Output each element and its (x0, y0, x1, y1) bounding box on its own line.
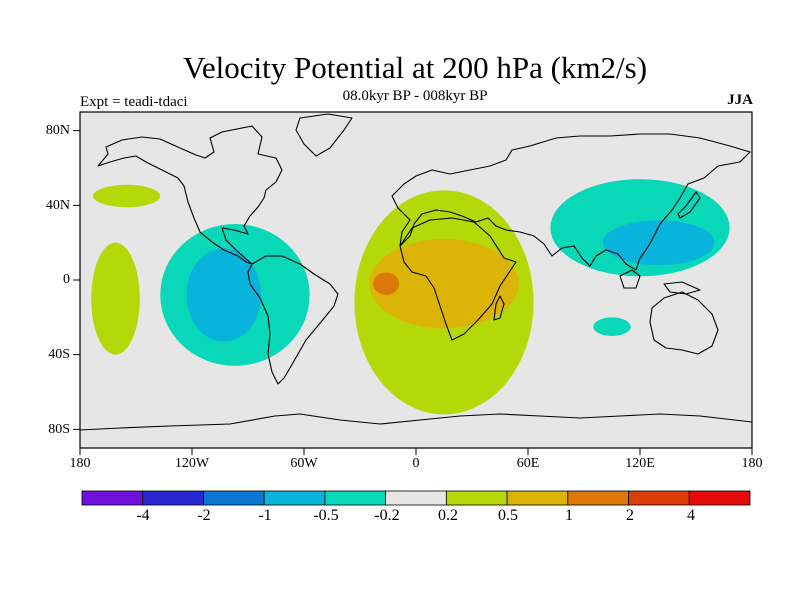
lon-tick-label: 120E (625, 456, 655, 471)
anomaly-north-pacific-positive (93, 184, 161, 208)
lon-tick-label: 60E (516, 456, 540, 471)
coast-south-america (247, 255, 339, 385)
anomaly-fields (91, 179, 730, 415)
chart-subtitle: 08.0kyr BP - 008kyr BP (342, 88, 488, 104)
colorbar-swatch (263, 490, 326, 506)
coastlines (80, 113, 752, 431)
colorbar-label: 0.2 (438, 507, 458, 524)
colorbar-swatch (567, 490, 629, 506)
lon-tick-label: 60W (290, 456, 318, 471)
colorbar-label: 2 (626, 507, 634, 524)
coast-africa (399, 217, 517, 341)
colorbar-label: -1 (258, 507, 272, 524)
coast-japan (677, 191, 701, 219)
colorbar-swatch (688, 490, 751, 506)
anomaly-east-pacific-positive-strip (91, 242, 140, 355)
colorbar-swatch (506, 490, 569, 506)
anomaly-east-asia-negative-inner (602, 220, 715, 266)
colorbar-swatch (385, 490, 447, 506)
chart-title: Velocity Potential at 200 hPa (km2/s) (182, 50, 648, 85)
coast-eurasia (391, 133, 751, 271)
anomaly-gulf-of-guinea-positive-core (373, 272, 400, 295)
lat-tick-label: 80N (45, 123, 70, 138)
colorbar-label: -0.2 (374, 507, 400, 524)
anomaly-africa-positive-mid (369, 238, 519, 329)
lon-tick-label: 180 (741, 456, 763, 471)
coast-antarctica (80, 413, 752, 431)
lat-tick-label: 80S (48, 422, 70, 437)
colorbar-swatch (324, 490, 387, 506)
coast-borneo (619, 269, 641, 289)
lon-tick-label: 180 (69, 456, 91, 471)
anomaly-south-indian-negative (593, 317, 631, 336)
colorbar-label: 4 (687, 507, 695, 524)
lon-tick-label: 120W (174, 456, 210, 471)
colorbar-swatch (628, 490, 690, 506)
coast-australia (649, 291, 719, 355)
colorbar-label: -4 (136, 507, 150, 524)
coast-greenland (295, 113, 353, 157)
longitude-ticks (79, 448, 753, 455)
season-label: JJA (727, 92, 753, 108)
colorbar-swatch (445, 490, 508, 506)
lat-tick-label: 40N (45, 198, 70, 213)
coast-north-america (97, 125, 283, 265)
coast-madagascar (493, 295, 505, 321)
colorbar-label: -0.5 (313, 507, 339, 524)
experiment-label: Expt = teadi-tdaci (80, 94, 188, 110)
colorbar (81, 490, 751, 506)
colorbar-label: -2 (197, 507, 211, 524)
colorbar-label: 0.5 (498, 507, 518, 524)
lat-tick-label: 0 (63, 272, 70, 287)
colorbar-swatch (81, 490, 144, 506)
colorbar-label: 1 (565, 507, 573, 524)
lat-tick-label: 40S (48, 347, 70, 362)
coast-new-guinea (663, 281, 701, 295)
colorbar-swatch (203, 490, 265, 506)
colorbar-swatch (142, 490, 204, 506)
latitude-ticks (73, 130, 80, 430)
anomaly-central-pacific-negative-inner (186, 248, 262, 342)
lon-tick-label: 0 (412, 456, 420, 471)
